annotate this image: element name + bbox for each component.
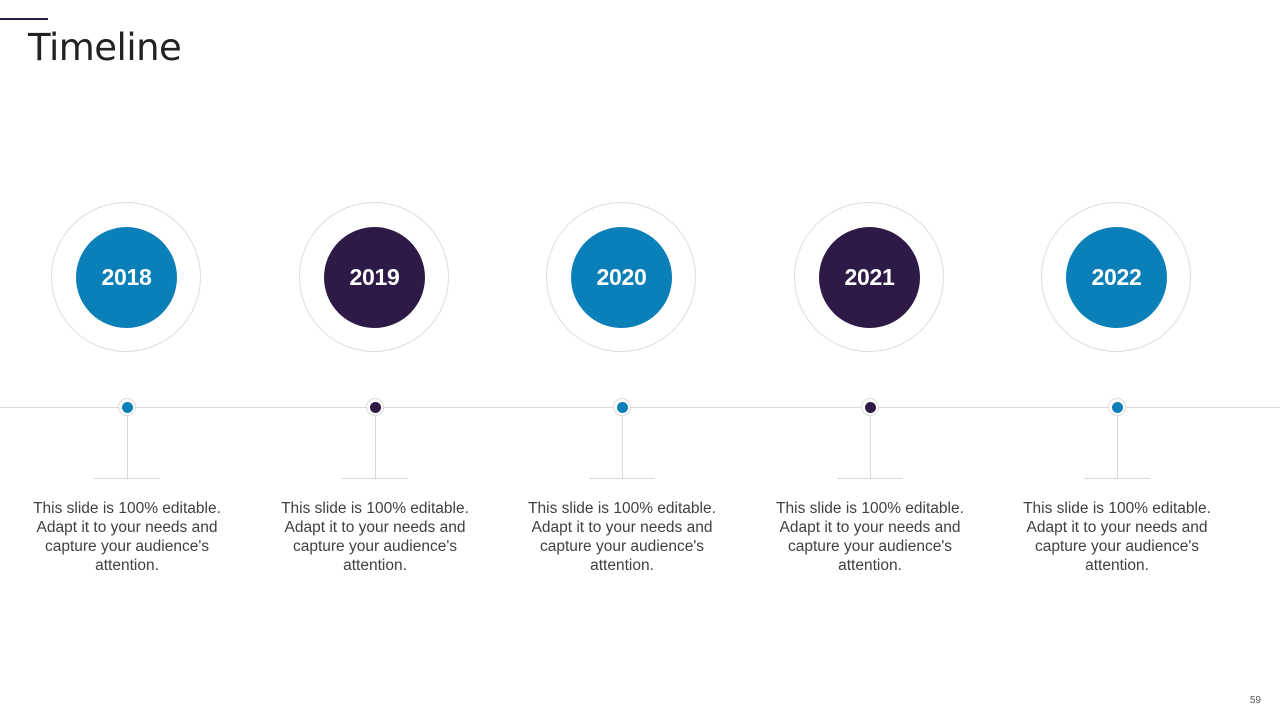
connector-stem (622, 416, 623, 478)
slide-title: Timeline (28, 26, 182, 69)
year-circle: 2018 (76, 227, 177, 328)
connector-foot (837, 478, 903, 479)
year-label: 2022 (1091, 264, 1142, 290)
milestone-2021: 2021 This slide is 100% editable. Adapt … (776, 0, 964, 574)
milestone-description: This slide is 100% editable. Adapt it to… (1023, 500, 1211, 574)
milestone-2019: 2019 This slide is 100% editable. Adapt … (281, 0, 469, 574)
milestone-description: This slide is 100% editable. Adapt it to… (776, 500, 964, 574)
title-accent-rule (0, 18, 48, 20)
timeline-dot (118, 398, 136, 416)
year-circle: 2021 (819, 227, 920, 328)
timeline-dot (1108, 398, 1126, 416)
connector-stem (375, 416, 376, 478)
timeline-dot-fill (616, 401, 628, 413)
connector-stem (127, 416, 128, 478)
connector-foot (589, 478, 655, 479)
timeline-dot-fill (864, 401, 876, 413)
year-circle: 2022 (1066, 227, 1167, 328)
milestone-description: This slide is 100% editable. Adapt it to… (281, 500, 469, 574)
connector-foot (1084, 478, 1150, 479)
milestone-description: This slide is 100% editable. Adapt it to… (528, 500, 716, 574)
year-circle: 2020 (571, 227, 672, 328)
connector-stem (1117, 416, 1118, 478)
year-label: 2018 (101, 264, 152, 290)
timeline-axis (0, 407, 1280, 408)
timeline-dot-fill (369, 401, 381, 413)
year-label: 2019 (349, 264, 400, 290)
milestone-2022: 2022 This slide is 100% editable. Adapt … (1023, 0, 1211, 574)
year-label: 2020 (596, 264, 647, 290)
timeline-dot (366, 398, 384, 416)
timeline-dot-fill (1111, 401, 1123, 413)
milestone-description: This slide is 100% editable. Adapt it to… (33, 500, 221, 574)
page-number: 59 (1249, 695, 1261, 706)
connector-stem (870, 416, 871, 478)
timeline-dot-fill (121, 401, 133, 413)
connector-foot (342, 478, 408, 479)
timeline-dot (613, 398, 631, 416)
year-label: 2021 (844, 264, 895, 290)
milestone-2020: 2020 This slide is 100% editable. Adapt … (528, 0, 716, 574)
connector-foot (94, 478, 160, 479)
milestone-2018: 2018 This slide is 100% editable. Adapt … (33, 0, 221, 574)
timeline-dot (861, 398, 879, 416)
year-circle: 2019 (324, 227, 425, 328)
